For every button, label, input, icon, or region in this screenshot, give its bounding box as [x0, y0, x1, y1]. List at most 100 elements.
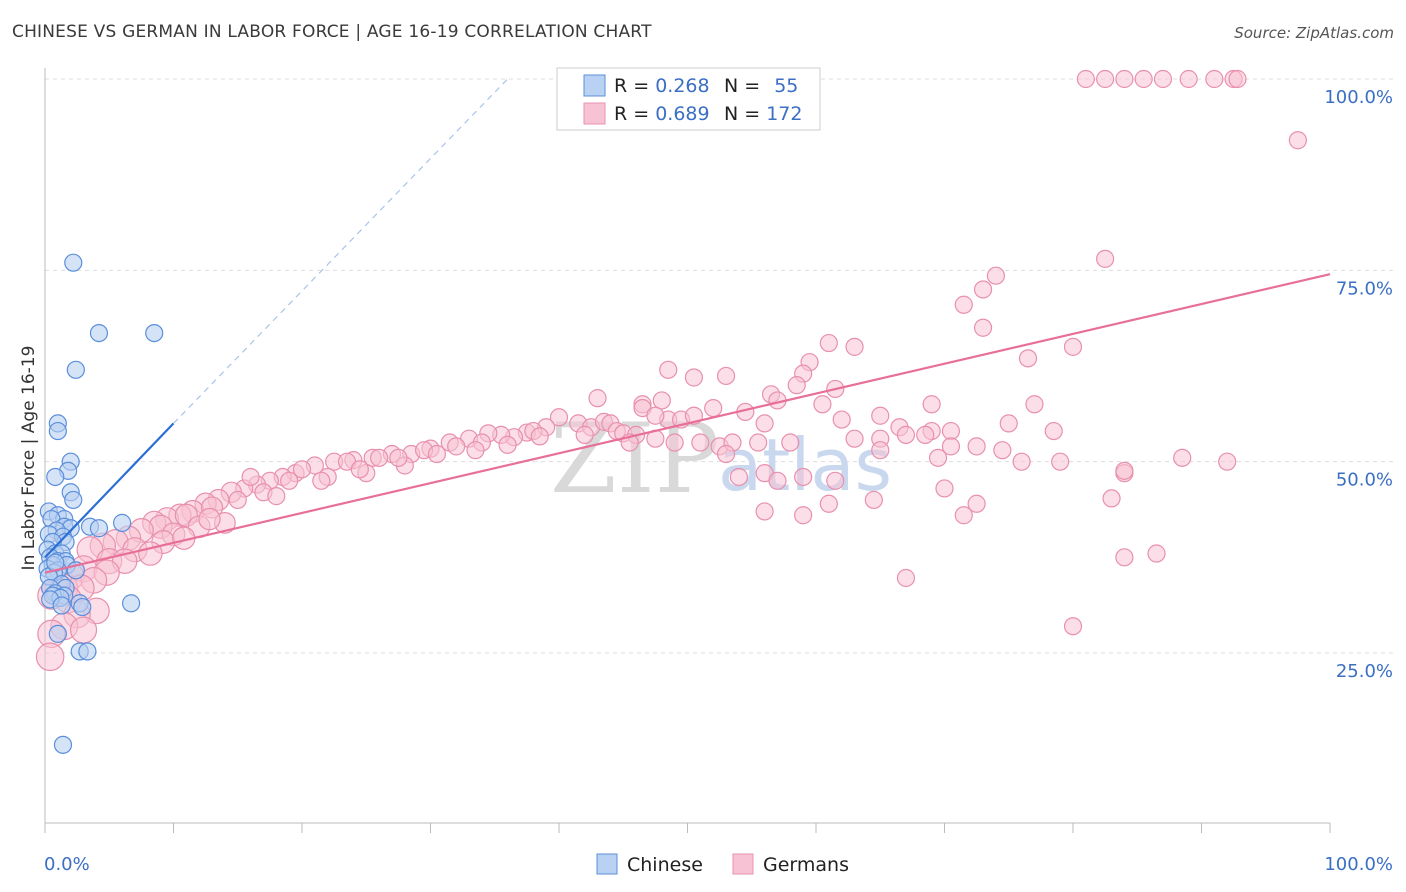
chinese-point: [53, 735, 73, 754]
german-point: [498, 435, 517, 454]
german-point: [916, 425, 935, 444]
legend-german-swatch: [583, 102, 606, 125]
german-point: [1228, 69, 1247, 89]
x-tick-label-max: 100.0%: [1324, 854, 1393, 875]
german-point: [1153, 69, 1173, 89]
german-point: [973, 318, 993, 337]
german-point: [659, 360, 678, 379]
german-point: [819, 494, 838, 513]
german-point: [813, 395, 832, 414]
german-point: [241, 467, 260, 487]
legend-chinese-swatch: [583, 74, 606, 97]
chinese-point: [89, 323, 109, 343]
german-point: [871, 441, 890, 460]
german-point: [941, 421, 961, 441]
german-point: [967, 494, 986, 513]
chinese-point: [112, 513, 132, 532]
y-tick-label-100: 100.0%: [1324, 87, 1393, 108]
german-point: [941, 437, 961, 456]
german-point: [845, 337, 864, 356]
chinese-point: [66, 360, 85, 379]
chinese-point: [73, 597, 92, 617]
german-point: [999, 414, 1018, 433]
german-point: [1102, 489, 1121, 508]
german-point: [1147, 544, 1166, 563]
x-tick-label-min: 0.0%: [44, 854, 90, 875]
trendlines: [44, 78, 1331, 574]
chinese-point: [48, 624, 67, 643]
german-point: [370, 448, 389, 467]
german-point: [871, 406, 890, 425]
chinese-trendline-extension: [173, 78, 509, 424]
chinese-point: [121, 594, 141, 613]
source-label: Source: ZipAtlas.com: [1234, 24, 1394, 42]
chinese-points: [38, 253, 164, 754]
german-point: [768, 471, 787, 490]
german-point: [716, 444, 736, 464]
german-point: [198, 507, 221, 531]
chinese-point: [89, 519, 109, 538]
german-point: [389, 448, 408, 467]
german-point: [755, 502, 774, 521]
german-point: [755, 414, 774, 433]
german-point: [826, 471, 845, 490]
gridlines: [45, 78, 1395, 654]
chinese-point: [64, 490, 83, 510]
german-point: [1051, 452, 1070, 471]
german-point: [704, 398, 723, 418]
german-point: [1218, 452, 1237, 471]
german-point: [832, 410, 851, 429]
legend-row2: R = 0.689: [614, 103, 710, 125]
legend-row1-n: N = 55: [724, 75, 798, 97]
german-point: [749, 433, 768, 452]
german-point: [819, 333, 838, 353]
chinese-point: [78, 642, 97, 661]
german-point: [1096, 69, 1115, 89]
legend-row1: R = 0.268: [614, 75, 710, 97]
german-point: [928, 448, 948, 467]
german-point: [1205, 69, 1224, 89]
chart-title: CHINESE VS GERMAN IN LABOR FORCE | AGE 1…: [12, 22, 652, 42]
german-point: [228, 490, 247, 510]
german-point: [781, 433, 800, 452]
german-point: [267, 487, 286, 506]
german-point: [1115, 461, 1134, 480]
watermark-atlas: atlas: [718, 423, 892, 507]
german-point: [1179, 69, 1198, 89]
german-point: [1076, 69, 1095, 89]
german-point: [845, 429, 864, 448]
german-point: [935, 479, 954, 498]
chinese-trendline: [44, 422, 175, 559]
y-tick-labels: 25.0% 50.0% 75.0% 100.0%: [1324, 87, 1393, 682]
german-point: [993, 441, 1012, 460]
y-tick-label-75: 75.0%: [1336, 278, 1393, 299]
german-point: [588, 389, 607, 408]
german-point: [530, 427, 549, 446]
german-point: [646, 406, 665, 425]
german-point: [1018, 349, 1038, 368]
german-point: [652, 391, 671, 410]
german-point: [69, 616, 98, 644]
chinese-point: [145, 323, 164, 343]
german-point: [466, 441, 485, 460]
german-point: [684, 368, 704, 387]
axes: [44, 68, 1331, 833]
german-point: [280, 471, 299, 490]
german-point: [447, 437, 466, 456]
german-trendline: [44, 273, 1331, 574]
legend-box: R = 0.268 N = 55 R = 0.689 N = 172: [556, 67, 821, 131]
y-axis-label: In Labor Force | Age 16-19: [19, 346, 39, 571]
y-tick-label-25: 25.0%: [1336, 661, 1393, 682]
german-point: [794, 506, 813, 525]
german-point: [986, 266, 1006, 285]
german-point: [973, 280, 993, 299]
german-point: [1012, 452, 1031, 471]
german-point: [787, 376, 806, 395]
german-point: [1063, 617, 1083, 636]
german-point: [1025, 395, 1044, 414]
legend-row2-n: N = 172: [724, 103, 802, 125]
bottom-legend-german-swatch: [732, 853, 754, 875]
german-point: [794, 467, 813, 487]
german-point: [1173, 448, 1192, 467]
